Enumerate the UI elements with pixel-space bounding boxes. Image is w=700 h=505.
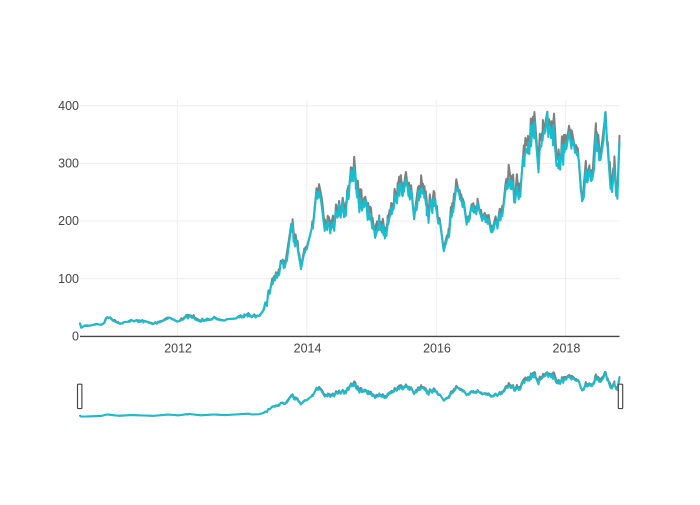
svg-text:300: 300 xyxy=(58,157,79,171)
svg-text:2016: 2016 xyxy=(423,342,451,356)
svg-text:2014: 2014 xyxy=(294,342,322,356)
svg-text:400: 400 xyxy=(58,99,79,113)
svg-text:200: 200 xyxy=(58,214,79,228)
svg-text:100: 100 xyxy=(58,272,79,286)
svg-text:2012: 2012 xyxy=(164,342,192,356)
svg-text:2018: 2018 xyxy=(553,342,581,356)
svg-text:0: 0 xyxy=(72,330,79,344)
